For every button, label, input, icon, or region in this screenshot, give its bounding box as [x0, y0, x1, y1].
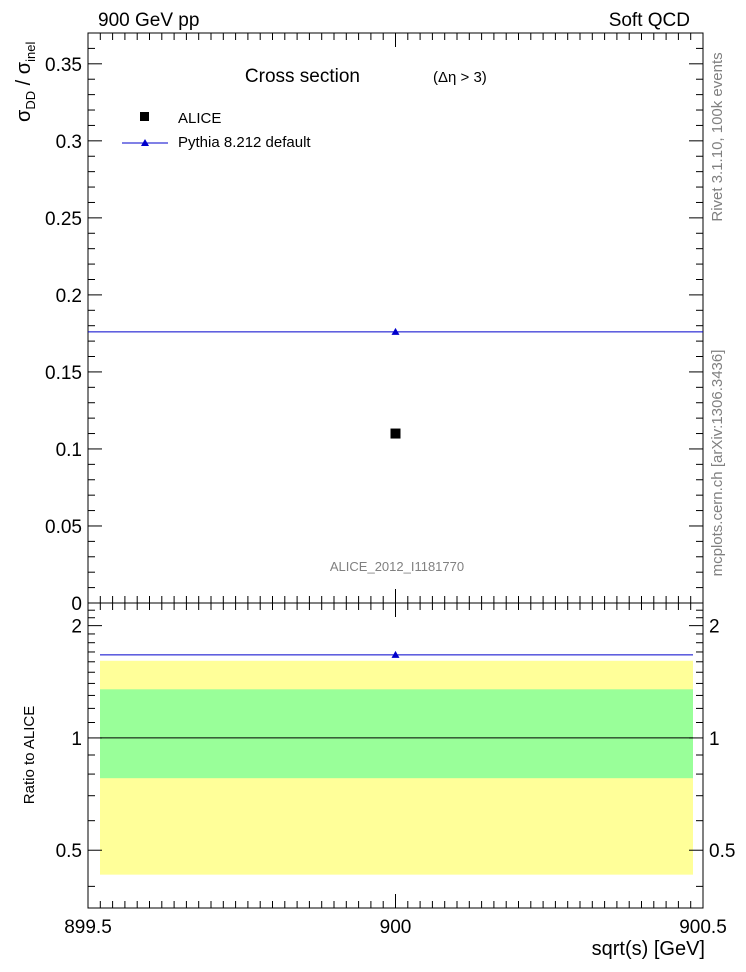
y-tick-label: 0	[71, 594, 82, 615]
y-tick-label: 0.3	[56, 132, 82, 153]
ratio-y-tick-label-right: 0.5	[709, 841, 735, 862]
y-tick-label: 0.15	[45, 363, 82, 384]
header-right-label: Soft QCD	[609, 10, 690, 31]
main-plot-panel: 0.35 0.3 0.25 0.2 0.15 0.1 0.05 0 Cross section…	[13, 32, 704, 615]
x-tick-labels: 899.5 900 900.5	[64, 917, 727, 938]
rivet-label: Rivet 3.1.10, 100k events	[709, 52, 726, 221]
y-tick-label: 0.25	[45, 209, 82, 230]
main-title-suffix: (Δη > 3)	[433, 69, 487, 86]
ratio-y-tick-labels: 2 2 1 1 0.5 0.5	[56, 617, 736, 863]
x-tick-label: 900	[380, 917, 412, 938]
analysis-watermark: ALICE_2012_I1181770	[330, 559, 464, 574]
ratio-band-inner	[100, 689, 693, 779]
y-tick-label: 0.05	[45, 517, 82, 538]
y-tick-label: 0.35	[45, 55, 82, 76]
legend-pythia-marker	[141, 139, 149, 146]
ratio-y-tick-label: 2	[71, 617, 82, 638]
ratio-plot-panel: 2 21 10.5 0.5 899.5 900 900.5 Ratio to ALICE …	[21, 602, 736, 960]
main-title: Cross section	[245, 66, 360, 87]
alice-data-point	[390, 428, 401, 439]
main-y-axis-label: σDD / σinel	[13, 42, 38, 122]
x-axis-label: sqrt(s) [GeV]	[592, 938, 705, 960]
y-tick-label: 0.1	[56, 440, 82, 461]
x-tick-label: 899.5	[64, 917, 112, 938]
header-left-label: 900 GeV pp	[98, 10, 199, 31]
ratio-bands	[100, 660, 693, 875]
legend-alice-marker	[140, 112, 149, 121]
ratio-y-tick-label-right: 2	[709, 617, 720, 638]
main-y-tick-labels: 0.35 0.3 0.25 0.2 0.15 0.1 0.05 0	[45, 55, 82, 615]
mcplots-label: mcplots.cern.ch [arXiv:1306.3436]	[709, 350, 726, 577]
x-tick-label: 900.5	[679, 917, 727, 938]
legend-pythia-label: Pythia 8.212 default	[178, 134, 311, 151]
ratio-y-tick-label: 1	[71, 729, 82, 750]
pythia-data-point	[391, 327, 400, 335]
ratio-y-tick-label-right: 1	[709, 729, 720, 750]
legend-alice-label: ALICE	[178, 110, 221, 127]
ratio-y-tick-label: 0.5	[56, 841, 82, 862]
ratio-data-series	[100, 650, 693, 658]
main-data-series	[88, 327, 703, 439]
ratio-axis-ticks	[87, 603, 704, 908]
y-tick-label: 0.2	[56, 286, 82, 307]
ratio-pythia-data-point	[391, 650, 400, 658]
ratio-y-axis-label: Ratio to ALICE	[21, 706, 38, 804]
main-axis-ticks	[87, 33, 704, 604]
legend: ALICE Pythia 8.212 default	[122, 110, 311, 151]
